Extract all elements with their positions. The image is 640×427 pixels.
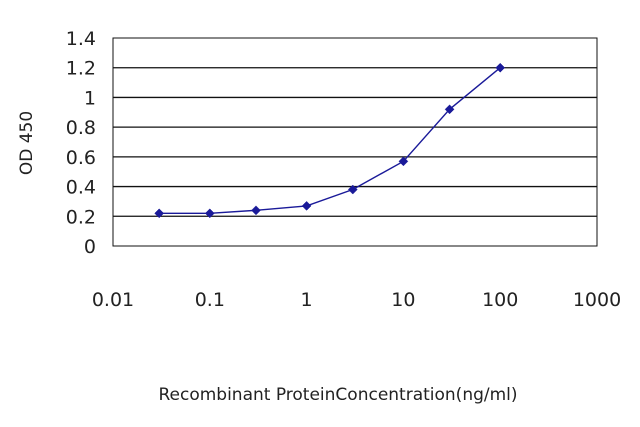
y-axis-ticks: 0 0.2 0.4 0.6 0.8 1 1.2 1.4 xyxy=(66,28,96,258)
x-tick-label: 0.01 xyxy=(92,289,134,311)
x-axis-title: Recombinant ProteinConcentration(ng/ml) xyxy=(158,385,517,405)
y-axis-title: OD 450 xyxy=(17,111,37,175)
x-tick-label: 10 xyxy=(391,289,415,311)
y-tick-label: 1.2 xyxy=(66,58,96,80)
y-tick-label: 0 xyxy=(84,236,96,258)
y-tick-label: 0.8 xyxy=(66,117,96,139)
y-tick-label: 0.6 xyxy=(66,147,96,169)
series-layer xyxy=(154,62,506,219)
data-point-marker xyxy=(251,205,261,216)
y-tick-label: 0.2 xyxy=(66,206,96,228)
x-tick-label: 0.1 xyxy=(195,289,225,311)
data-point-marker xyxy=(204,208,215,219)
y-tick-label: 1 xyxy=(84,87,96,109)
x-axis-ticks: 0.01 0.1 1 10 100 1000 xyxy=(92,289,621,311)
data-point-marker xyxy=(398,156,409,167)
x-tick-label: 100 xyxy=(482,289,518,311)
data-point-marker xyxy=(347,184,358,195)
y-tick-label: 1.4 xyxy=(66,28,96,50)
data-point-marker xyxy=(301,201,312,211)
data-point-marker xyxy=(495,62,506,73)
plot-frame xyxy=(112,37,598,247)
data-point-marker xyxy=(154,208,165,219)
x-tick-label: 1 xyxy=(301,289,313,311)
data-point-marker xyxy=(444,104,455,115)
series-line xyxy=(159,67,501,215)
x-tick-label: 1000 xyxy=(573,289,621,311)
y-tick-label: 0.4 xyxy=(66,177,96,199)
gridlines xyxy=(113,67,597,217)
